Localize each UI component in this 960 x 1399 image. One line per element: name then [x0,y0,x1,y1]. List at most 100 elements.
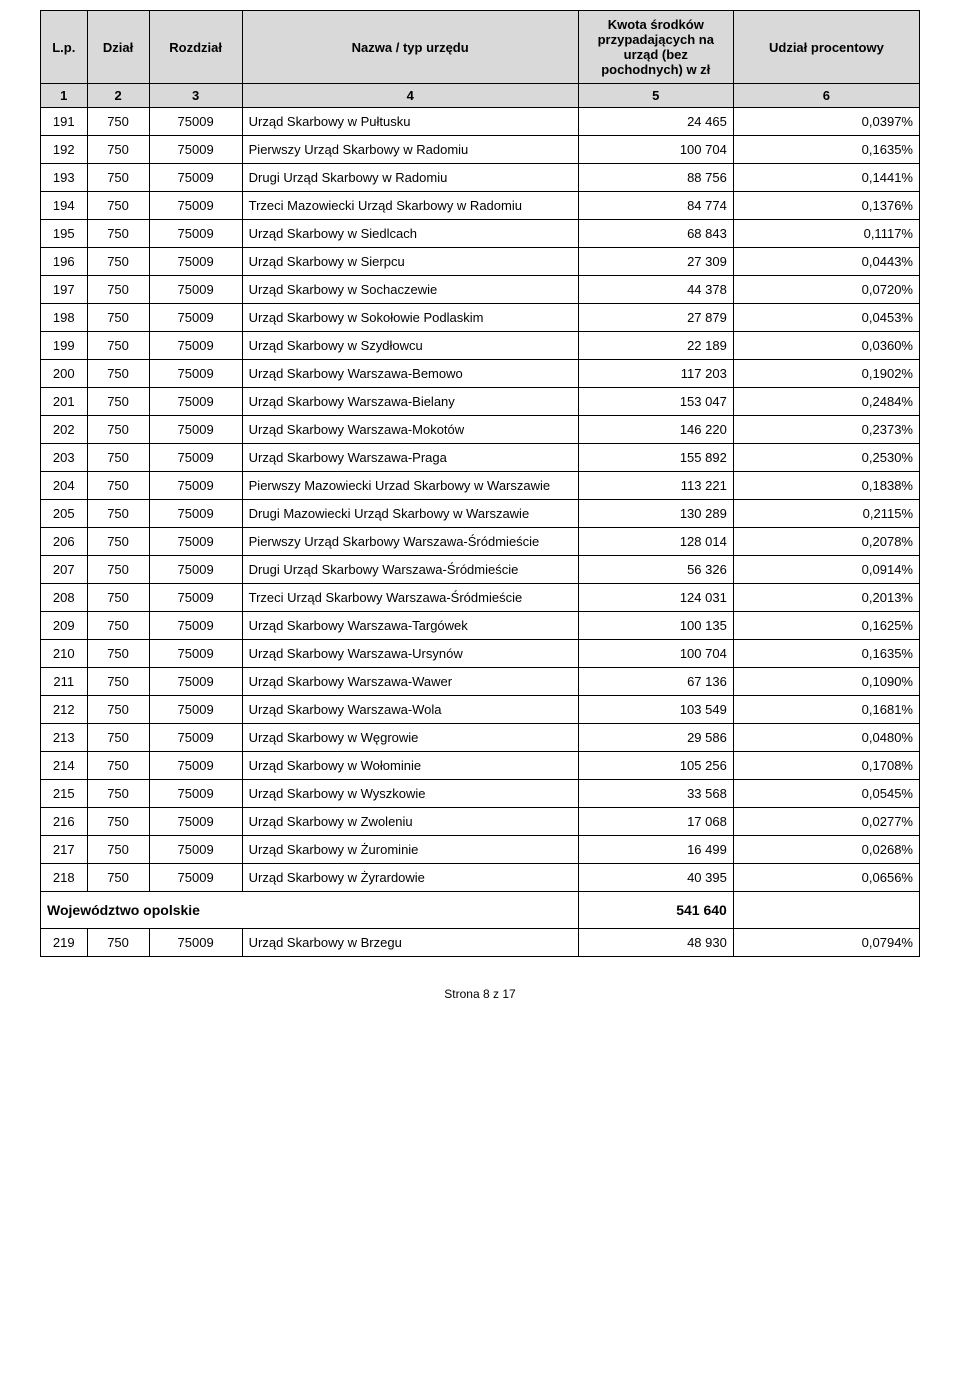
table-row: 19975075009Urząd Skarbowy w Szydłowcu22 … [41,332,920,360]
cell-rozdzial: 75009 [149,108,242,136]
header-number-row: 1 2 3 4 5 6 [41,84,920,108]
cell-rozdzial: 75009 [149,388,242,416]
cell-nazwa: Urząd Skarbowy Warszawa-Ursynów [242,640,578,668]
cell-kwota: 105 256 [578,752,733,780]
cell-kwota: 29 586 [578,724,733,752]
cell-nazwa: Urząd Skarbowy Warszawa-Wola [242,696,578,724]
cell-lp: 202 [41,416,88,444]
cell-rozdzial: 75009 [149,556,242,584]
cell-rozdzial: 75009 [149,276,242,304]
cell-lp: 199 [41,332,88,360]
cell-udzial: 0,1090% [733,668,919,696]
cell-rozdzial: 75009 [149,528,242,556]
cell-nazwa: Pierwszy Urząd Skarbowy Warszawa-Śródmie… [242,528,578,556]
cell-dzial: 750 [87,108,149,136]
cell-lp: 219 [41,929,88,957]
cell-dzial: 750 [87,360,149,388]
cell-dzial: 750 [87,556,149,584]
cell-udzial: 0,0277% [733,808,919,836]
cell-kwota: 67 136 [578,668,733,696]
coln-3: 3 [149,84,242,108]
cell-nazwa: Urząd Skarbowy Warszawa-Praga [242,444,578,472]
cell-rozdzial: 75009 [149,836,242,864]
cell-lp: 213 [41,724,88,752]
cell-rozdzial: 75009 [149,136,242,164]
cell-kwota: 88 756 [578,164,733,192]
table-row: 21475075009Urząd Skarbowy w Wołominie105… [41,752,920,780]
cell-lp: 200 [41,360,88,388]
cell-udzial: 0,0360% [733,332,919,360]
cell-udzial: 0,0443% [733,248,919,276]
cell-dzial: 750 [87,276,149,304]
cell-udzial: 0,1441% [733,164,919,192]
cell-rozdzial: 75009 [149,304,242,332]
cell-dzial: 750 [87,929,149,957]
cell-kwota: 56 326 [578,556,733,584]
cell-kwota: 117 203 [578,360,733,388]
table-row: 20075075009Urząd Skarbowy Warszawa-Bemow… [41,360,920,388]
cell-lp: 217 [41,836,88,864]
coln-5: 5 [578,84,733,108]
cell-dzial: 750 [87,248,149,276]
cell-lp: 197 [41,276,88,304]
cell-dzial: 750 [87,304,149,332]
cell-dzial: 750 [87,220,149,248]
col-kwota: Kwota środków przypadających na urząd (b… [578,11,733,84]
cell-udzial: 0,0914% [733,556,919,584]
cell-nazwa: Urząd Skarbowy w Wołominie [242,752,578,780]
page: L.p. Dział Rozdział Nazwa / typ urzędu K… [0,0,960,1001]
cell-rozdzial: 75009 [149,612,242,640]
cell-nazwa: Trzeci Urząd Skarbowy Warszawa-Śródmieśc… [242,584,578,612]
cell-kwota: 100 704 [578,640,733,668]
cell-udzial: 0,1635% [733,136,919,164]
cell-nazwa: Drugi Urząd Skarbowy w Radomiu [242,164,578,192]
cell-kwota: 44 378 [578,276,733,304]
cell-rozdzial: 75009 [149,929,242,957]
cell-nazwa: Urząd Skarbowy w Sokołowie Podlaskim [242,304,578,332]
cell-dzial: 750 [87,164,149,192]
cell-dzial: 750 [87,192,149,220]
cell-nazwa: Urząd Skarbowy w Sochaczewie [242,276,578,304]
region-row: Województwo opolskie541 640 [41,892,920,929]
cell-kwota: 68 843 [578,220,733,248]
cell-dzial: 750 [87,472,149,500]
table-row: 19375075009Drugi Urząd Skarbowy w Radomi… [41,164,920,192]
cell-nazwa: Urząd Skarbowy w Szydłowcu [242,332,578,360]
cell-rozdzial: 75009 [149,164,242,192]
table-row: 20275075009Urząd Skarbowy Warszawa-Mokot… [41,416,920,444]
cell-nazwa: Drugi Urząd Skarbowy Warszawa-Śródmieści… [242,556,578,584]
cell-lp: 196 [41,248,88,276]
cell-nazwa: Urząd Skarbowy Warszawa-Targówek [242,612,578,640]
cell-dzial: 750 [87,584,149,612]
cell-lp: 205 [41,500,88,528]
coln-4: 4 [242,84,578,108]
table-row: 21875075009Urząd Skarbowy w Żyrardowie40… [41,864,920,892]
cell-udzial: 0,1902% [733,360,919,388]
cell-kwota: 146 220 [578,416,733,444]
cell-udzial: 0,0268% [733,836,919,864]
table-row: 19475075009Trzeci Mazowiecki Urząd Skarb… [41,192,920,220]
cell-dzial: 750 [87,836,149,864]
cell-lp: 201 [41,388,88,416]
cell-kwota: 84 774 [578,192,733,220]
table-row: 20175075009Urząd Skarbowy Warszawa-Biela… [41,388,920,416]
cell-lp: 218 [41,864,88,892]
cell-lp: 198 [41,304,88,332]
cell-nazwa: Trzeci Mazowiecki Urząd Skarbowy w Radom… [242,192,578,220]
cell-udzial: 0,2373% [733,416,919,444]
cell-rozdzial: 75009 [149,248,242,276]
table-row: 20875075009Trzeci Urząd Skarbowy Warszaw… [41,584,920,612]
cell-udzial: 0,1376% [733,192,919,220]
table-row: 21975075009Urząd Skarbowy w Brzegu48 930… [41,929,920,957]
cell-lp: 216 [41,808,88,836]
cell-dzial: 750 [87,752,149,780]
cell-udzial: 0,1635% [733,640,919,668]
cell-dzial: 750 [87,780,149,808]
cell-lp: 206 [41,528,88,556]
cell-udzial: 0,0397% [733,108,919,136]
table-row: 20575075009Drugi Mazowiecki Urząd Skarbo… [41,500,920,528]
cell-udzial: 0,1681% [733,696,919,724]
cell-dzial: 750 [87,696,149,724]
cell-kwota: 27 879 [578,304,733,332]
cell-lp: 208 [41,584,88,612]
